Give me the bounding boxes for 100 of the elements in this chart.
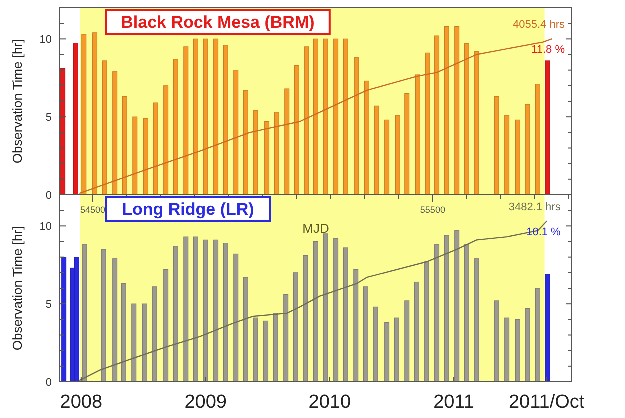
bar — [364, 80, 370, 196]
x-tick-label: 2008 — [60, 392, 103, 413]
bar — [504, 115, 510, 196]
bar — [173, 59, 178, 196]
bar — [494, 96, 500, 196]
bar — [384, 322, 390, 382]
x2-tick-label: 55500 — [420, 205, 446, 215]
bar — [354, 270, 359, 382]
bar — [234, 254, 239, 382]
bar — [164, 270, 169, 382]
bar — [253, 110, 258, 196]
bar — [343, 38, 348, 196]
bar — [73, 44, 78, 196]
chart-title: Black Rock Mesa (BRM) — [121, 13, 315, 32]
y-axis-title: Observation Time [hr] — [10, 226, 25, 351]
bar — [203, 240, 208, 382]
bar — [82, 34, 87, 196]
bar — [395, 115, 400, 196]
y-tick-label: 0 — [46, 190, 52, 202]
bar — [164, 86, 169, 196]
y-tick-label: 10 — [40, 34, 52, 46]
bar — [444, 235, 450, 382]
bar — [425, 52, 430, 196]
bar — [152, 286, 158, 382]
bar — [363, 286, 368, 382]
x-tick-label: 2010 — [308, 392, 352, 413]
bar — [384, 120, 390, 196]
bar — [373, 306, 378, 382]
bar — [132, 304, 137, 382]
bar — [474, 51, 480, 196]
bar — [293, 272, 298, 382]
annotation: 10.1 % — [526, 226, 562, 238]
bar — [323, 38, 328, 196]
bar — [294, 65, 300, 196]
bar — [314, 241, 318, 382]
x2-tick-label: 54500 — [80, 205, 106, 215]
bar — [184, 236, 189, 382]
bar — [101, 249, 106, 382]
bar — [253, 318, 258, 382]
bar — [214, 240, 219, 382]
bar — [264, 320, 269, 382]
bar — [121, 284, 126, 382]
bar — [122, 96, 128, 196]
y-tick-label: 10 — [40, 221, 52, 234]
line-series — [79, 38, 553, 194]
bar — [454, 26, 460, 196]
bar — [193, 38, 198, 196]
x-tick-label: 2011/Oct — [508, 392, 586, 413]
bar — [454, 230, 460, 382]
bar — [74, 257, 80, 382]
bar — [394, 318, 400, 382]
bar — [444, 26, 450, 196]
bar — [424, 262, 430, 382]
bar — [525, 308, 530, 382]
bar — [415, 74, 420, 196]
bar — [464, 244, 470, 382]
x-tick-label: 2011 — [434, 392, 474, 413]
y-tick-label: 5 — [46, 299, 52, 312]
bar — [243, 277, 248, 382]
bar — [264, 121, 270, 196]
bar — [62, 257, 67, 382]
bar — [304, 46, 310, 196]
bar — [334, 238, 339, 382]
bar — [536, 84, 541, 196]
bar — [273, 313, 278, 382]
bar — [515, 120, 520, 196]
bar — [112, 258, 118, 382]
bar — [243, 90, 248, 196]
bar — [334, 38, 339, 196]
bar — [414, 282, 420, 382]
bar — [284, 294, 289, 382]
bar — [545, 60, 550, 196]
bar — [525, 104, 530, 196]
bar — [112, 72, 118, 196]
y-tick-label: 5 — [46, 112, 52, 124]
bar — [323, 234, 328, 382]
bar — [284, 88, 290, 196]
x-tick-label: 2009 — [184, 392, 227, 413]
bar — [494, 300, 500, 382]
bar — [404, 300, 410, 382]
bar — [92, 32, 98, 196]
bar — [203, 38, 208, 196]
bar — [434, 36, 440, 196]
bar — [504, 318, 510, 382]
bar — [193, 236, 198, 382]
bar — [184, 46, 189, 196]
bar — [132, 116, 138, 196]
bar — [464, 44, 470, 196]
bar — [173, 246, 178, 382]
bar — [434, 244, 440, 382]
y-tick-label: 0 — [46, 377, 52, 389]
annotation: 11.8 % — [532, 44, 566, 56]
bar — [515, 319, 520, 382]
annotation: 3482.1 hrs — [508, 201, 562, 214]
bar — [223, 45, 228, 196]
bar — [274, 112, 280, 196]
bar — [214, 38, 219, 196]
bar — [314, 38, 318, 196]
bar — [545, 274, 550, 382]
chart-title: Long Ridge (LR) — [122, 200, 254, 219]
